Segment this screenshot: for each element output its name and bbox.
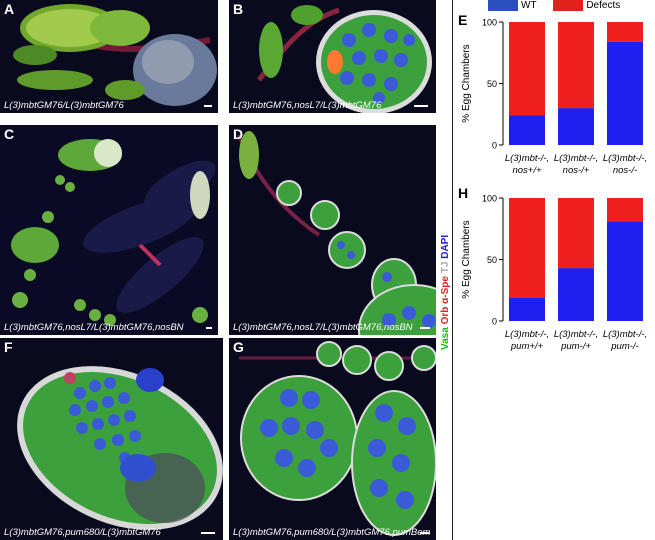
legend-wt-swatch (488, 0, 518, 11)
genotype-caption: L(3)mbtGM76,pum680/L(3)mbtGM76,pumBem (233, 527, 431, 538)
genotype-caption: L(3)mbtGM76,nosL7/L(3)mbtGM76,nosBN (4, 322, 184, 333)
genotype-caption: L(3)mbtGM76/L(3)mbtGM76 (4, 100, 124, 111)
chart-e-bar-defects-2 (607, 22, 643, 42)
micrograph-panel-c: C L(3)mbtGM76,nosL7/L(3)mbtGM76,nosBN (0, 125, 218, 335)
chart-h-category-label: pum-/- (610, 341, 638, 352)
chart-h-bar-wt-0 (509, 297, 545, 321)
legend-defects-label: Defects (586, 0, 621, 12)
legend-wt-label: WT (521, 0, 537, 12)
stain-tj: TJ (440, 261, 451, 274)
panel-label: F (4, 339, 13, 355)
stain-legend-text: Vasa Orb α-Spe TJ DAPI (440, 235, 451, 350)
chart-e-bar-wt-2 (607, 41, 643, 145)
chart-e-y-tick-label: 0 (492, 141, 497, 151)
stain-dapi: DAPI (440, 234, 451, 259)
micrograph-panel-g: G L(3)mbtGM76,pum680/L(3)mbtGM76,pumBem (229, 338, 436, 540)
chart-h-category-label: L(3)mbt-/-, (505, 329, 549, 340)
panel-label: D (233, 126, 244, 142)
chart-e: % Egg Chambers050100L(3)mbt-/-,nos+/+L(3… (461, 18, 647, 177)
genotype-caption: L(3)mbtGM76,pum680/L(3)mbtGM76 (4, 527, 161, 538)
chart-h-label: H (458, 185, 469, 201)
chart-h-category-label: pum-/+ (560, 341, 591, 352)
chart-h-y-axis-label: % Egg Chambers (461, 220, 472, 298)
chart-e-category-label: L(3)mbt-/-, (603, 153, 647, 164)
chart-e-category-label: L(3)mbt-/-, (554, 153, 598, 164)
scale-bar (420, 532, 430, 534)
scale-bar (201, 532, 215, 534)
panel-label: G (233, 339, 244, 355)
genotype-caption: L(3)mbtGM76,nosL7/L(3)mbtGM76,nosBN (233, 322, 413, 333)
micrograph-panel-d: D L(3)mbtGM76,nosL7/L(3)mbtGM76,nosBN (229, 125, 436, 335)
chart-h-category-label: pum+/+ (510, 341, 544, 352)
genotype-caption: L(3)mbtGM76,nosL7/L(3)mbtGM76 (233, 100, 382, 111)
chart-e-bar-wt-0 (509, 115, 545, 145)
chart-e-y-tick-label: 50 (487, 79, 497, 89)
micrograph-c-image (0, 125, 218, 335)
stain-legend: Vasa Orb α-Spe TJ DAPI (438, 150, 452, 350)
legend-defects-swatch (553, 0, 584, 11)
stain-orb: Orb (440, 306, 451, 325)
chart-h-category-label: L(3)mbt-/-, (603, 329, 647, 340)
scale-bar (206, 327, 212, 329)
chart-h-bar-defects-1 (558, 198, 594, 269)
chart-legend: WT Defects (488, 0, 634, 14)
scale-bar (414, 105, 428, 107)
micrograph-f-image (0, 338, 223, 540)
micrograph-panel-a: A L(3)mbtGM76/L(3)mbtGM76 (0, 0, 218, 113)
micrograph-panel-b: B L(3)mbtGM76,nosL7/L(3)mbtGM76 (229, 0, 436, 113)
chart-h-bar-defects-0 (509, 198, 545, 298)
panel-label: B (233, 1, 244, 17)
chart-h-y-tick-label: 50 (487, 255, 497, 265)
stain-vasa: Vasa (440, 327, 451, 350)
micrograph-a-image (0, 0, 218, 113)
chart-h-category-label: L(3)mbt-/-, (554, 329, 598, 340)
micrograph-panel-f: F L(3)mbtGM76,pum680/L(3)mbtGM76 (0, 338, 223, 540)
chart-h-bar-defects-2 (607, 198, 643, 222)
panel-divider (452, 0, 453, 540)
micrograph-b-image (229, 0, 436, 113)
panel-label: A (4, 1, 15, 17)
chart-e-category-label: nos+/+ (512, 165, 542, 176)
panel-label: C (4, 126, 15, 142)
chart-e-category-label: nos-/- (613, 165, 637, 176)
scale-bar (420, 327, 430, 329)
legend-defects: Defects (553, 0, 620, 11)
chart-h-bar-wt-1 (558, 268, 594, 321)
chart-h: % Egg Chambers050100L(3)mbt-/-,pum+/+L(3… (461, 194, 647, 353)
legend-wt: WT (488, 0, 537, 11)
chart-h-bar-wt-2 (607, 221, 643, 321)
stain-spe: α-Spe (440, 276, 451, 304)
chart-e-y-tick-label: 100 (482, 18, 497, 28)
chart-e-bar-defects-1 (558, 22, 594, 109)
chart-e-label: E (458, 12, 468, 28)
chart-h-y-tick-label: 100 (482, 194, 497, 204)
chart-e-category-label: nos-/+ (563, 165, 590, 176)
scale-bar (204, 105, 212, 107)
chart-e-bar-defects-0 (509, 22, 545, 116)
chart-e-y-axis-label: % Egg Chambers (461, 44, 472, 122)
chart-e-bar-wt-1 (558, 108, 594, 145)
chart-e-category-label: L(3)mbt-/-, (505, 153, 549, 164)
chart-h-y-tick-label: 0 (492, 317, 497, 327)
micrograph-g-image (229, 338, 436, 540)
micrograph-d-image (229, 125, 436, 335)
